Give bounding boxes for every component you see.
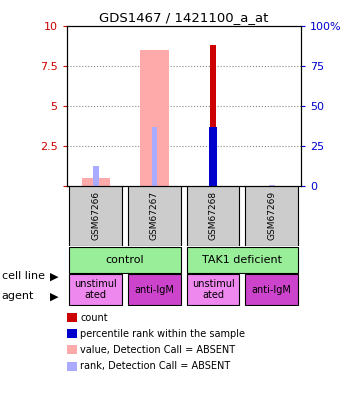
Bar bbox=[187, 185, 239, 246]
Text: GSM67269: GSM67269 bbox=[267, 191, 276, 241]
Text: rank, Detection Call = ABSENT: rank, Detection Call = ABSENT bbox=[80, 361, 231, 371]
Bar bbox=[140, 50, 168, 185]
Text: value, Detection Call = ABSENT: value, Detection Call = ABSENT bbox=[80, 345, 236, 355]
Text: TAK1 deficient: TAK1 deficient bbox=[202, 255, 282, 265]
Text: GSM67266: GSM67266 bbox=[91, 191, 100, 241]
Bar bbox=[187, 247, 298, 273]
Bar bbox=[152, 127, 158, 185]
Bar bbox=[69, 274, 122, 305]
Title: GDS1467 / 1421100_a_at: GDS1467 / 1421100_a_at bbox=[99, 11, 268, 24]
Bar bbox=[245, 274, 298, 305]
Bar bbox=[187, 274, 239, 305]
Text: percentile rank within the sample: percentile rank within the sample bbox=[80, 329, 245, 339]
Bar bbox=[245, 185, 298, 246]
Text: ▶: ▶ bbox=[50, 292, 58, 301]
Bar bbox=[69, 185, 122, 246]
Text: unstimul
ated: unstimul ated bbox=[75, 279, 117, 301]
Text: ▶: ▶ bbox=[50, 271, 58, 281]
Text: agent: agent bbox=[2, 292, 34, 301]
Bar bbox=[93, 166, 99, 185]
Bar bbox=[209, 127, 217, 185]
Text: unstimul
ated: unstimul ated bbox=[192, 279, 234, 301]
Text: anti-IgM: anti-IgM bbox=[252, 285, 292, 295]
Bar bbox=[82, 178, 110, 185]
Bar bbox=[69, 247, 181, 273]
Bar bbox=[210, 45, 216, 185]
Text: control: control bbox=[106, 255, 145, 265]
Text: cell line: cell line bbox=[2, 271, 45, 281]
Text: GSM67268: GSM67268 bbox=[209, 191, 218, 241]
Bar bbox=[128, 274, 181, 305]
Text: anti-IgM: anti-IgM bbox=[134, 285, 174, 295]
Text: count: count bbox=[80, 313, 108, 322]
Text: GSM67267: GSM67267 bbox=[150, 191, 159, 241]
Bar bbox=[128, 185, 181, 246]
